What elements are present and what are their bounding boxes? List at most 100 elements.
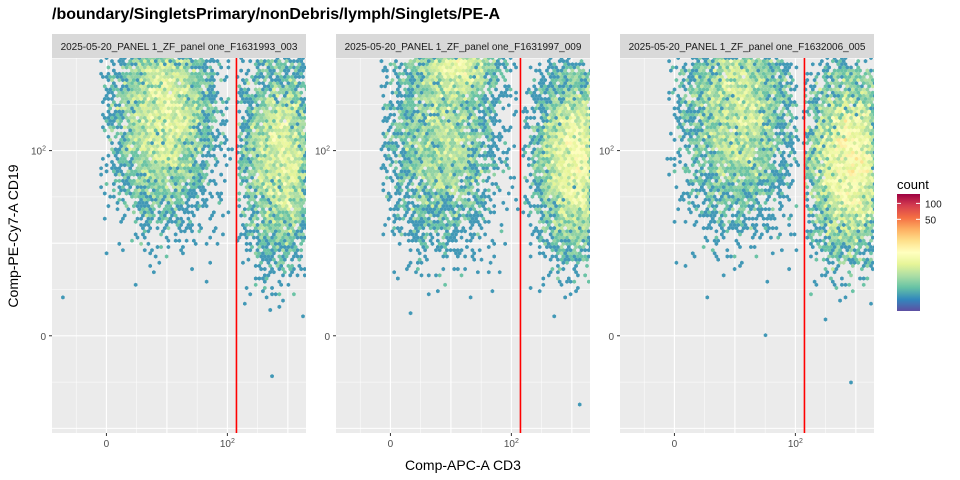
hexbin-cell: [472, 163, 476, 168]
hexbin-cell: [301, 68, 305, 73]
hexbin-cell: [587, 153, 590, 158]
hexbin-cell: [492, 71, 496, 76]
hexbin-cell: [150, 210, 154, 215]
hexbin-cell: [572, 159, 577, 165]
hexbin-cell: [124, 141, 129, 146]
hexbin-cell: [426, 159, 431, 165]
hexbin-cell: [252, 229, 256, 234]
hexbin-cell: [284, 78, 289, 83]
hexbin-cell: [423, 103, 427, 108]
hexbin-cell: [461, 144, 466, 149]
hexbin-cell: [436, 106, 440, 111]
hexbin-cell: [410, 213, 415, 218]
hexbin-cell: [456, 254, 460, 259]
hexbin-cell: [399, 169, 404, 174]
hexbin-cell: [279, 125, 283, 130]
hexbin-cell: [210, 131, 214, 136]
hexbin-cell: [570, 238, 575, 243]
hexbin-cell: [532, 134, 537, 139]
hexbin-cell: [477, 141, 482, 146]
hexbin-cell: [550, 65, 555, 70]
hexbin-cell: [253, 112, 258, 117]
hexbin-cell: [490, 137, 495, 142]
hexbin-cell: [421, 232, 426, 237]
hexbin-cell: [146, 65, 151, 70]
hexbin-cell: [561, 178, 566, 183]
hexbin-cell: [537, 68, 542, 73]
hexbin-cell: [430, 90, 435, 95]
hexbin-cell: [567, 81, 571, 86]
hexbin-cell: [173, 238, 178, 243]
hexbin-cell: [425, 144, 429, 149]
hexbin-cell: [304, 207, 306, 211]
hexbin-cell: [441, 71, 446, 76]
hexbin-cell: [272, 188, 276, 193]
hexbin-cell: [554, 84, 558, 89]
hexbin-cell: [461, 156, 466, 161]
hexbin-cell: [135, 84, 140, 89]
hexbin-cell: [434, 197, 438, 202]
hexbin-cell: [288, 147, 293, 152]
hexbin-cell: [290, 244, 294, 250]
hexbin-cell: [263, 191, 267, 196]
hexbin-cell: [552, 100, 557, 105]
hexbin-cell: [286, 282, 291, 287]
hexbin-cell: [135, 235, 140, 240]
hexbin-cell: [514, 90, 518, 95]
hexbin-cell: [273, 109, 278, 114]
hexbin-cell: [532, 84, 537, 89]
hexbin-cell: [574, 244, 578, 250]
hexbin-cell: [476, 125, 480, 130]
hexbin-cell: [170, 131, 174, 136]
hexbin-cell: [162, 93, 167, 98]
hexbin-cell: [215, 71, 220, 76]
hexbin-cell: [199, 58, 203, 61]
hexbin-cell: [172, 71, 176, 76]
hexbin-cell: [137, 100, 142, 105]
hexbin-cell: [119, 118, 123, 124]
hexbin-cell: [152, 106, 156, 111]
hexbin-cell: [159, 181, 163, 187]
hexbin-cell: [397, 197, 402, 202]
hexbin-cell: [579, 172, 584, 177]
hexbin-cell: [137, 194, 142, 199]
hexbin-cell: [128, 115, 132, 120]
hexbin-cell: [446, 219, 451, 224]
hexbin-cell: [547, 128, 551, 133]
hexbin-cell: [293, 213, 298, 218]
hexbin-cell: [144, 213, 149, 218]
hexbin-cell: [405, 166, 409, 171]
hexbin-cell: [292, 235, 296, 240]
hexbin-cell: [567, 169, 571, 174]
hexbin-cell: [456, 103, 460, 108]
hexbin-cell: [168, 115, 172, 120]
hexbin-cell: [106, 71, 111, 76]
hexbin-cell: [179, 65, 183, 70]
hexbin-cell: [177, 112, 182, 117]
hexbin-cell: [192, 125, 196, 130]
hexbin-cell: [476, 150, 480, 155]
hexbin-cell: [445, 178, 449, 183]
hexbin-cell: [252, 109, 256, 114]
hexbin-cell: [270, 141, 274, 146]
hexbin-cell: [472, 74, 476, 79]
hexbin-cell: [261, 276, 265, 281]
hexbin-cell: [476, 219, 480, 224]
hexbin-cell: [168, 166, 172, 171]
hexbin-cell: [164, 103, 169, 108]
hexbin-cell: [226, 96, 231, 101]
hexbin-cell: [488, 84, 493, 89]
hexbin-cell: [563, 144, 567, 149]
hexbin-cell: [155, 219, 160, 224]
hexbin-cell: [403, 118, 407, 124]
hexbin-cell: [565, 65, 569, 70]
hexbin-cell: [164, 191, 169, 196]
hexbin-cell: [288, 248, 293, 253]
hexbin-cell: [186, 96, 191, 101]
hexbin-cell: [273, 65, 278, 70]
hexbin-cell: [417, 194, 422, 199]
hexbin-cell: [454, 106, 458, 111]
hexbin-cell: [470, 191, 475, 196]
hexbin-cell: [288, 185, 293, 190]
hexbin-cell: [122, 81, 127, 86]
